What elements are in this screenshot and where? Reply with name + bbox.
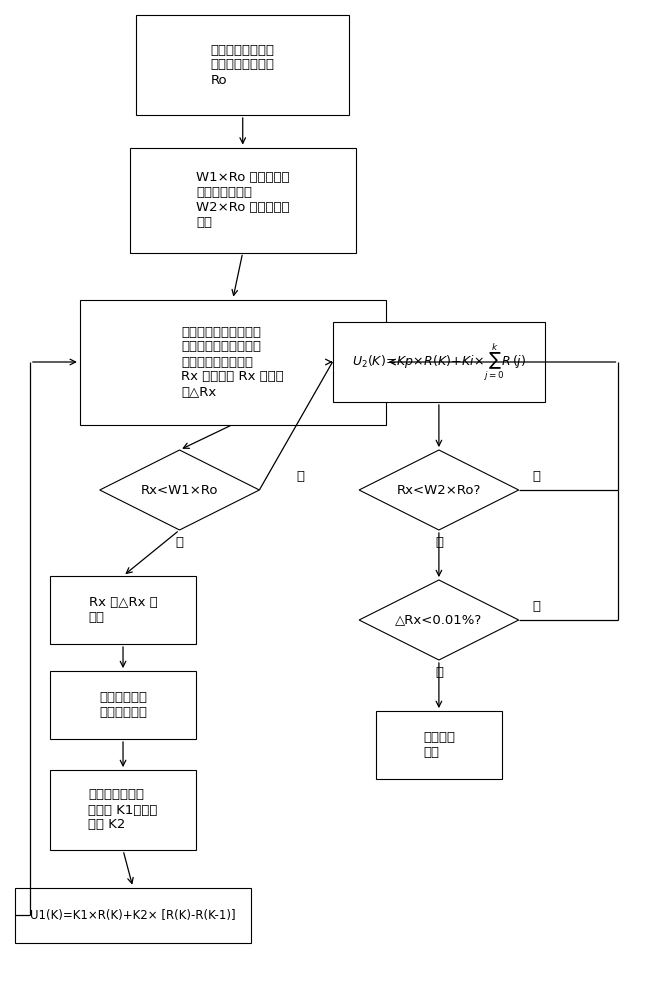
Text: 停机输出
结果: 停机输出 结果 — [423, 731, 455, 759]
Text: Rx<W2×Ro?: Rx<W2×Ro? — [397, 484, 481, 496]
Text: 实时采集反射光的光能
量，并计算当前光能量
与控制目标值的差值
Rx 和该差值 Rx 的变化
率△Rx: 实时采集反射光的光能 量，并计算当前光能量 与控制目标值的差值 Rx 和该差值 … — [182, 326, 284, 398]
Text: 根据模糊规则
进行模糊推理: 根据模糊规则 进行模糊推理 — [99, 691, 147, 719]
Text: U1(K)=K1×R(K)+K2× [R(K)-R(K-1)]: U1(K)=K1×R(K)+K2× [R(K)-R(K-1)] — [30, 908, 236, 922]
Text: 开机测量初始的镜
面反射光的光能量
Ro: 开机测量初始的镜 面反射光的光能量 Ro — [211, 43, 275, 87]
FancyBboxPatch shape — [130, 147, 356, 252]
Text: 否: 否 — [176, 536, 184, 550]
FancyBboxPatch shape — [50, 770, 196, 850]
Text: 否: 否 — [532, 471, 540, 484]
Text: $U_2(K)\!=\!Kp\!\times\! R(K)\!+\!Ki\!\times\!\sum_{j=0}^{k}\!R\,(j)$: $U_2(K)\!=\!Kp\!\times\! R(K)\!+\!Ki\!\t… — [352, 341, 526, 383]
FancyBboxPatch shape — [332, 322, 545, 402]
Text: W1×Ro 作为判别初
略露点的阈值，
W2×Ro 作为目标控
制值: W1×Ro 作为判别初 略露点的阈值， W2×Ro 作为目标控 制值 — [196, 171, 289, 229]
Polygon shape — [359, 450, 519, 530]
FancyBboxPatch shape — [136, 15, 349, 115]
FancyBboxPatch shape — [80, 300, 386, 424]
Text: 是: 是 — [296, 471, 304, 484]
Text: △Rx<0.01%?: △Rx<0.01%? — [395, 613, 483, 626]
Text: 逆模糊化得到比
例系数 K1和微分
系数 K2: 逆模糊化得到比 例系数 K1和微分 系数 K2 — [88, 788, 158, 832]
Text: Rx 和△Rx 模
糊化: Rx 和△Rx 模 糊化 — [88, 596, 158, 624]
Polygon shape — [359, 580, 519, 660]
Text: 否: 否 — [532, 600, 540, 613]
FancyBboxPatch shape — [15, 888, 251, 942]
FancyBboxPatch shape — [50, 576, 196, 644]
Text: Rx<W1×Ro: Rx<W1×Ro — [141, 484, 218, 496]
Polygon shape — [100, 450, 259, 530]
FancyBboxPatch shape — [50, 671, 196, 739]
FancyBboxPatch shape — [376, 711, 502, 779]
Text: 是: 是 — [435, 536, 443, 550]
Text: 是: 是 — [435, 666, 443, 680]
